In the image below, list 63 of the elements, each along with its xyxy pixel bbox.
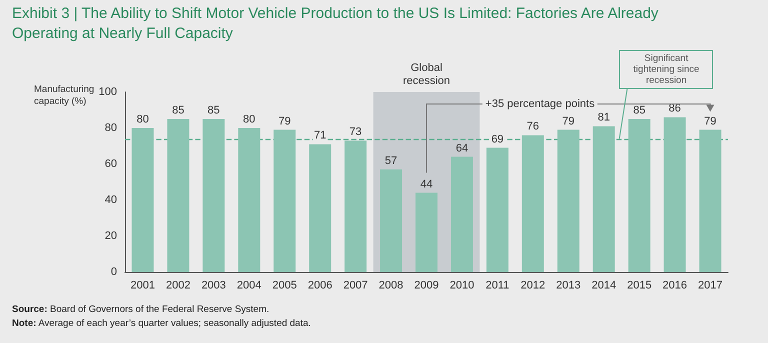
x-tick-label: 2006 <box>308 280 332 292</box>
source-note: Source: Board of Governors of the Federal Reserve System. <box>12 303 270 317</box>
y-tick-label: 100 <box>98 86 117 98</box>
bar <box>132 128 154 272</box>
x-tick-label: 2014 <box>592 280 616 292</box>
y-tick-label: 80 <box>104 122 117 134</box>
bar <box>238 128 260 272</box>
bar <box>202 119 225 272</box>
data-label: 80 <box>243 114 256 126</box>
data-label: 69 <box>491 133 504 146</box>
data-label: 73 <box>349 126 362 138</box>
data-label: 71 <box>314 130 326 142</box>
x-tick-label: 2003 <box>201 280 226 292</box>
data-label: 81 <box>598 112 610 124</box>
x-tick-label: 2009 <box>414 280 439 292</box>
text: Note: Average of each year’s quarter values; seasonally adjusted data. <box>12 317 311 331</box>
data-label: 79 <box>704 115 716 128</box>
bar <box>522 135 544 272</box>
x-tick-label: 2002 <box>166 280 190 292</box>
bar <box>628 119 650 272</box>
data-label: 64 <box>456 142 468 154</box>
bar <box>167 119 190 272</box>
y-tick-label: 40 <box>104 194 117 206</box>
x-tick-label: 2005 <box>272 280 297 292</box>
data-label: 44 <box>420 178 433 190</box>
x-tick-label: 2012 <box>520 280 546 292</box>
y-axis-title: Manufacturing capacity (%) <box>34 84 96 108</box>
bar <box>557 130 580 272</box>
data-label: 85 <box>208 104 220 116</box>
y-tick-label: 20 <box>104 230 117 242</box>
data-label: 85 <box>633 104 646 116</box>
x-tick-label: 2001 <box>130 280 155 292</box>
band-label: Global recession <box>402 62 452 88</box>
bar <box>486 148 508 272</box>
data-label: 85 <box>172 104 184 116</box>
data-label: 80 <box>136 114 149 126</box>
y-tick-label: 60 <box>104 158 117 170</box>
data-label: 57 <box>384 154 398 167</box>
x-tick-label: 2010 <box>450 280 474 292</box>
x-tick-label: 2013 <box>556 280 581 292</box>
x-tick-label: 2015 <box>627 280 652 292</box>
chart-title: Exhibit 3 | The Ability to Shift Motor Vehicle Production to the US Is Limited: Factories Are Already Operating at Nearly Full Capacity <box>12 4 660 44</box>
x-tick-label: 2011 <box>486 280 510 292</box>
x-tick-label: 2007 <box>343 280 368 292</box>
x-tick-label: 2016 <box>662 280 688 292</box>
x-tick-label: 2004 <box>236 280 262 292</box>
bar <box>450 156 473 272</box>
bar <box>592 126 615 272</box>
annotation: +35 percentage points <box>482 98 598 110</box>
data-label: 76 <box>526 120 540 133</box>
bar <box>274 130 296 272</box>
x-tick-label: 2017 <box>698 280 723 292</box>
bar <box>309 144 332 272</box>
bar <box>664 117 686 272</box>
bar <box>416 192 438 272</box>
x-tick-label: 2008 <box>378 280 404 292</box>
y-tick-label: 0 <box>110 266 117 278</box>
data-label: 79 <box>278 115 291 128</box>
data-label: 79 <box>562 115 575 128</box>
bar <box>699 130 722 272</box>
bar <box>380 169 402 272</box>
bar <box>344 140 367 272</box>
ref-line-label: Significant tightening since recession <box>619 50 714 89</box>
